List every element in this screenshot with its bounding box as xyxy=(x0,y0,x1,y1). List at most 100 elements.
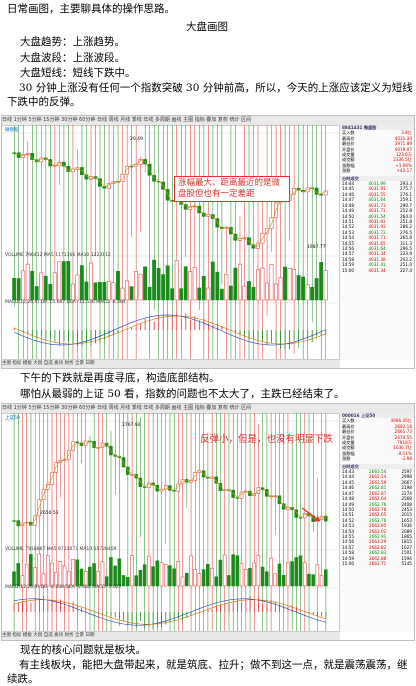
chart-toolbar: 日线 1分钟 5分钟 15分钟 30分钟 60分钟 日线 周线 月线 季线 年线… xyxy=(2,116,414,126)
volume-bar xyxy=(197,287,202,301)
candle-body xyxy=(45,484,50,490)
instrument-name: 微盘股 xyxy=(363,125,377,130)
tick-row: 14:46 4031.55 276.1 xyxy=(342,191,412,197)
volume-bar xyxy=(256,269,260,301)
volume-bar xyxy=(156,268,161,301)
volume-bar xyxy=(33,567,37,587)
volume-bar xyxy=(71,559,75,587)
candle-body xyxy=(206,214,211,217)
tick-row: 14:49 4031.71 252.8 xyxy=(342,208,412,214)
volume-bar xyxy=(30,270,35,301)
para-sse50: 哪怕从最弱的上证 50 看，指数的问题也不太大了，主跌已经结束了。 xyxy=(20,388,345,400)
tick-row: 14:55 4031.65 311.3 xyxy=(342,240,412,246)
volume-bar xyxy=(314,278,319,301)
volume-bar xyxy=(219,288,224,301)
volume-bar xyxy=(292,268,296,301)
volume-bar xyxy=(273,573,277,587)
volume-bar xyxy=(41,573,46,587)
volume-bar xyxy=(311,574,315,587)
quote-row: 成交额 1036.7亿 xyxy=(342,445,412,451)
volume-bar xyxy=(142,564,147,587)
volume-bar xyxy=(21,270,26,301)
volume-bar xyxy=(307,573,311,587)
volume-bar xyxy=(37,553,42,587)
volume-indicator-label: VOLUME 7918867 MA5 9711073 MA10 10726409 xyxy=(5,547,117,552)
quote-panel: 8841431 微盘股 买入数 3.8亿 最高价 4031.34 最低价 3971.89 开… xyxy=(339,125,414,360)
low-price-label: 1987.77 xyxy=(307,245,326,250)
candle-body xyxy=(25,153,30,155)
trend-wave: 大盘波段：上涨波段。 xyxy=(20,52,125,64)
tick-row: 15:00 4031.34 227.4 xyxy=(342,267,412,273)
volume-bar xyxy=(125,280,129,301)
volume-bar xyxy=(206,287,211,301)
volume-bar xyxy=(138,570,143,587)
volume-bar xyxy=(155,560,160,587)
candle-body xyxy=(134,474,138,479)
tick-row: 14:54 4031.71 265.6 xyxy=(342,235,412,241)
volume-bar xyxy=(189,555,193,587)
candle-body xyxy=(314,187,319,195)
volume-bar xyxy=(305,284,310,301)
volume-bar xyxy=(52,272,57,301)
candle-body xyxy=(319,194,324,196)
volume-bar xyxy=(117,558,122,587)
instrument-code: 8841431 xyxy=(342,125,363,130)
candle-body xyxy=(75,441,79,444)
volume-bar xyxy=(159,562,164,587)
volume-bar xyxy=(170,288,175,301)
volume-bar xyxy=(163,564,168,587)
volume-bar xyxy=(12,571,16,587)
candle-body xyxy=(109,445,113,456)
volume-bar xyxy=(235,555,240,587)
quote-row: 涨跌 -2.98 xyxy=(342,456,412,462)
volume-bar xyxy=(231,554,235,587)
quote-panel: 000016 上证50 买入数 4986.45亿 最高价 2682.16 最低价 2661… xyxy=(339,413,414,632)
volume-bar xyxy=(252,562,256,587)
quote-row: 买入数 4986.45亿 xyxy=(342,418,412,424)
volume-bar xyxy=(278,277,283,301)
volume-bar xyxy=(61,261,66,301)
candle-body xyxy=(43,157,48,160)
volume-bar xyxy=(298,555,303,587)
volume-bar xyxy=(16,278,21,301)
kline-area xyxy=(2,413,338,640)
volume-bar xyxy=(174,260,179,301)
volume-bar xyxy=(281,575,286,587)
tick-row: 14:50 4031.54 264.0 xyxy=(342,213,412,219)
chart-footer-tabs: 主图 指标 模板 大盘 自选 板块 财务 全景 日期 xyxy=(2,631,340,640)
tick-row: 14:48 2662.64 2568 xyxy=(342,496,412,502)
macd-dif-line xyxy=(14,314,326,346)
para-sector: 有主线板块，能把大盘带起来，就是筑底、拉升；做不到这一点，就是震荡震荡，继续跌。 xyxy=(7,659,408,685)
candle-body xyxy=(323,190,328,196)
volume-bar xyxy=(134,271,138,301)
volume-bar xyxy=(246,281,251,301)
volume-bar xyxy=(50,562,54,587)
tick-row: 14:58 4031.38 242.2 xyxy=(342,256,412,262)
candle-body xyxy=(183,204,188,210)
chart-title: 上证50 xyxy=(5,416,20,421)
volume-bar xyxy=(180,576,185,587)
volume-bar xyxy=(83,570,88,587)
macd-dea-line xyxy=(14,315,326,345)
tick-row: 14:47 4031.64 259.1 xyxy=(342,197,412,203)
volume-bar xyxy=(310,287,315,301)
candle-body xyxy=(260,487,265,490)
volume-bar xyxy=(265,571,269,587)
volume-bar xyxy=(218,559,223,587)
volume-bar xyxy=(121,575,126,587)
quote-row: 最高价 4031.34 xyxy=(342,135,412,141)
volume-bar xyxy=(54,571,58,587)
quote-row: 最低价 2661.73 xyxy=(342,429,412,435)
volume-bar xyxy=(210,261,215,301)
candle-body xyxy=(21,154,26,158)
tick-row: 14:45 2662.59 2667 xyxy=(342,479,412,485)
tick-row: 14:46 2662.81 2198 xyxy=(342,485,412,491)
tick-row: 14:54 2663.02 2089 xyxy=(342,528,412,534)
candle-body xyxy=(165,189,170,201)
candle-body xyxy=(125,165,129,175)
volume-bar xyxy=(184,572,189,587)
volume-bar xyxy=(188,271,193,301)
volume-bar xyxy=(277,563,282,587)
volume-bar xyxy=(256,555,261,587)
volume-bar xyxy=(296,275,301,301)
